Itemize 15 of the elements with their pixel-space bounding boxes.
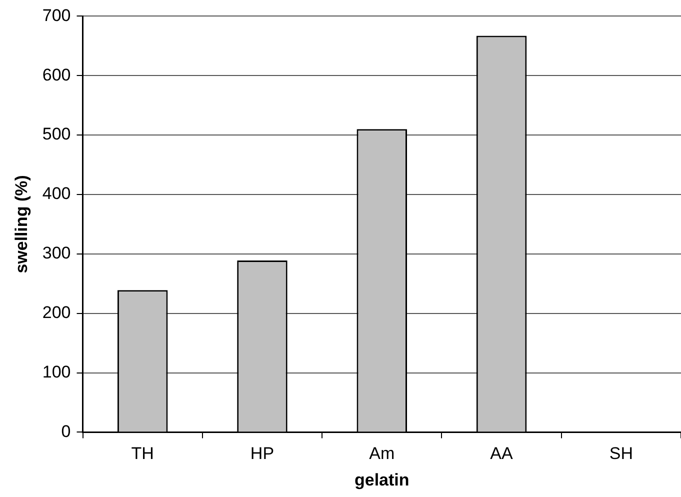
y-tick-label: 0 — [61, 422, 71, 441]
y-tick-label: 600 — [42, 65, 71, 84]
x-tick-label: Am — [369, 444, 395, 464]
x-tick-label: SH — [609, 444, 633, 464]
x-tick-label: AA — [490, 444, 514, 464]
y-tick-label: 700 — [42, 6, 71, 25]
x-tick-label: HP — [250, 444, 274, 464]
x-tick-label: TH — [131, 444, 154, 464]
y-tick-label: 100 — [42, 362, 71, 382]
x-axis-title: gelatin — [354, 470, 410, 490]
y-tick-label: 300 — [42, 244, 71, 263]
y-tick-label: 500 — [42, 124, 71, 144]
y-tick-label: 200 — [42, 303, 71, 322]
y-axis-title: swelling (%) — [12, 175, 31, 274]
y-tick-label: 400 — [42, 184, 71, 204]
